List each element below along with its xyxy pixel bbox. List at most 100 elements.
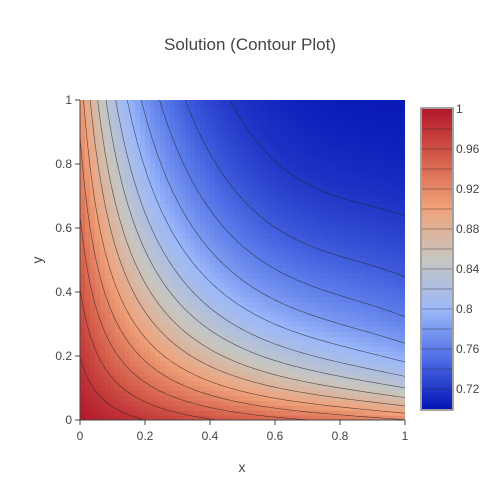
x-tick-label: 0.2 bbox=[137, 429, 154, 443]
heat-cell bbox=[270, 287, 276, 293]
heat-cell bbox=[270, 130, 276, 136]
heat-cell bbox=[200, 130, 206, 136]
heat-cell bbox=[390, 169, 396, 175]
heat-cell bbox=[225, 223, 231, 229]
heat-cell bbox=[300, 233, 306, 239]
heat-cell bbox=[335, 213, 341, 219]
heat-cell bbox=[320, 292, 326, 298]
heat-cell bbox=[170, 400, 176, 406]
heat-cell bbox=[390, 410, 396, 416]
heat-cell bbox=[245, 302, 251, 308]
heat-cell bbox=[245, 356, 251, 362]
heat-cell bbox=[200, 134, 206, 140]
heat-cell bbox=[105, 312, 111, 318]
heat-cell bbox=[340, 381, 346, 387]
heat-cell bbox=[160, 223, 166, 229]
heat-cell bbox=[220, 341, 226, 347]
heat-cell bbox=[250, 297, 256, 303]
heat-cell bbox=[100, 184, 106, 190]
heat-cell bbox=[390, 390, 396, 396]
heat-cell bbox=[315, 164, 321, 170]
heat-cell bbox=[355, 213, 361, 219]
heat-cell bbox=[175, 228, 181, 234]
heat-cell bbox=[190, 292, 196, 298]
heat-cell bbox=[315, 130, 321, 136]
heat-cell bbox=[360, 105, 366, 111]
heat-cell bbox=[150, 307, 156, 313]
heat-cell bbox=[375, 395, 381, 401]
heat-cell bbox=[345, 336, 351, 342]
heat-cell bbox=[395, 267, 401, 273]
heat-cell bbox=[310, 272, 316, 278]
heat-cell bbox=[305, 130, 311, 136]
heat-cell bbox=[240, 213, 246, 219]
heat-cell bbox=[255, 228, 261, 234]
heat-cell bbox=[230, 120, 236, 126]
heat-cell bbox=[145, 134, 151, 140]
heat-cell bbox=[215, 336, 221, 342]
heat-cell bbox=[245, 139, 251, 145]
heat-cell bbox=[205, 100, 211, 106]
heat-cell bbox=[265, 307, 271, 313]
heat-cell bbox=[120, 351, 126, 357]
heat-cell bbox=[200, 100, 206, 106]
heat-cell bbox=[335, 164, 341, 170]
heat-cell bbox=[220, 194, 226, 200]
heat-cell bbox=[110, 100, 116, 106]
heat-cell bbox=[235, 282, 241, 288]
heat-cell bbox=[370, 376, 376, 382]
heat-cell bbox=[105, 218, 111, 224]
heat-cell bbox=[180, 198, 186, 204]
heat-cell bbox=[185, 356, 191, 362]
heat-cell bbox=[185, 238, 191, 244]
heat-cell bbox=[320, 272, 326, 278]
heat-cell bbox=[380, 174, 386, 180]
heat-cell bbox=[335, 105, 341, 111]
heat-cell bbox=[255, 322, 261, 328]
heat-cell bbox=[215, 179, 221, 185]
heat-cell bbox=[360, 282, 366, 288]
heat-cell bbox=[90, 130, 96, 136]
heat-cell bbox=[120, 203, 126, 209]
heat-cell bbox=[100, 243, 106, 249]
heat-cell bbox=[345, 371, 351, 377]
heat-cell bbox=[395, 184, 401, 190]
heat-cell bbox=[280, 134, 286, 140]
heat-cell bbox=[330, 238, 336, 244]
heat-cell bbox=[270, 134, 276, 140]
heat-cell bbox=[375, 405, 381, 411]
heat-cell bbox=[250, 169, 256, 175]
heat-cell bbox=[150, 371, 156, 377]
heat-cell bbox=[355, 228, 361, 234]
heat-cell bbox=[265, 292, 271, 298]
heat-cell bbox=[400, 203, 406, 209]
heat-cell bbox=[250, 272, 256, 278]
heat-cell bbox=[250, 292, 256, 298]
heat-cell bbox=[270, 410, 276, 416]
heat-cell bbox=[350, 159, 356, 165]
heat-cell bbox=[135, 390, 141, 396]
heat-cell bbox=[120, 277, 126, 283]
heat-cell bbox=[270, 120, 276, 126]
heat-cell bbox=[315, 110, 321, 116]
heat-cell bbox=[325, 169, 331, 175]
heat-cell bbox=[245, 233, 251, 239]
heat-cell bbox=[280, 130, 286, 136]
x-tick-label: 0.8 bbox=[332, 429, 349, 443]
heat-cell bbox=[325, 149, 331, 155]
heat-cell bbox=[290, 410, 296, 416]
heat-cell bbox=[295, 341, 301, 347]
heat-cell bbox=[385, 184, 391, 190]
heat-cell bbox=[255, 223, 261, 229]
heat-cell bbox=[215, 302, 221, 308]
heat-cell bbox=[345, 331, 351, 337]
heat-cell bbox=[230, 282, 236, 288]
heat-cell bbox=[270, 169, 276, 175]
heat-cell bbox=[375, 169, 381, 175]
heat-cell bbox=[250, 243, 256, 249]
heat-cell bbox=[355, 410, 361, 416]
heat-cell bbox=[90, 307, 96, 313]
heat-cell bbox=[215, 307, 221, 313]
heat-cell bbox=[80, 336, 86, 342]
heat-cell bbox=[320, 346, 326, 352]
